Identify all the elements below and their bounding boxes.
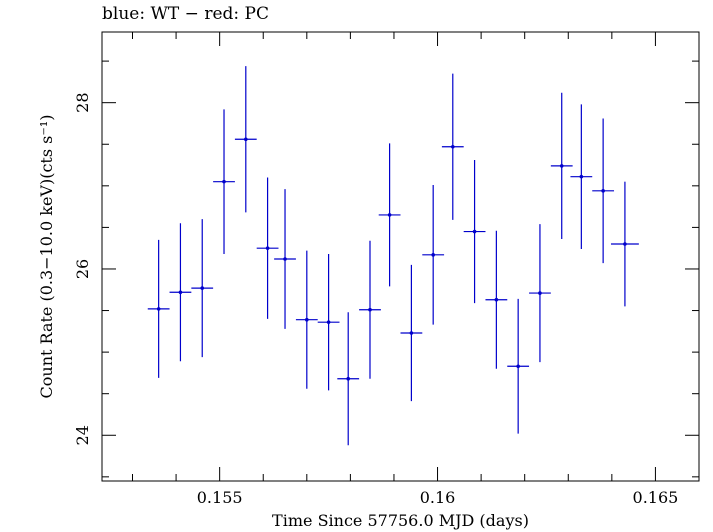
- point-marker: [472, 229, 477, 234]
- data-point: [485, 230, 508, 369]
- data-point: [550, 92, 573, 240]
- point-marker: [222, 179, 226, 184]
- data-point: [213, 109, 235, 255]
- point-marker: [387, 213, 392, 217]
- point-marker: [244, 137, 248, 142]
- point-marker: [559, 164, 564, 168]
- axis-ticks: [102, 32, 700, 481]
- point-marker: [450, 144, 455, 149]
- data-point: [274, 189, 296, 329]
- data-point: [191, 219, 214, 358]
- data-points: [147, 66, 639, 446]
- data-point: [147, 239, 170, 378]
- x-tick-label: 0.165: [633, 488, 679, 507]
- data-point: [400, 264, 423, 402]
- point-marker: [601, 189, 605, 193]
- data-point: [441, 73, 464, 220]
- data-point: [422, 184, 445, 325]
- x-tick-label: 0.16: [420, 488, 456, 507]
- y-tick-label: 26: [73, 259, 92, 279]
- data-point: [529, 224, 551, 363]
- plot-frame: [101, 31, 700, 482]
- data-point: [507, 298, 530, 434]
- point-marker: [623, 242, 627, 246]
- chart-title: blue: WT − red: PC: [102, 4, 269, 24]
- point-marker: [305, 317, 309, 322]
- data-point: [592, 118, 615, 264]
- point-marker: [326, 320, 331, 324]
- point-marker: [516, 364, 520, 369]
- point-marker: [579, 174, 584, 179]
- data-point: [337, 312, 360, 446]
- x-tick-label: 0.155: [197, 488, 243, 507]
- y-axis-label: Count Rate (0.3−10.0 keV)(cts s⁻¹): [37, 115, 56, 399]
- y-tick-label: 24: [73, 425, 92, 445]
- point-marker: [283, 257, 287, 261]
- point-marker: [494, 297, 499, 302]
- data-point: [317, 254, 340, 391]
- axis-tick-labels: 0.155 0.16 0.165 24 26 28: [73, 92, 678, 507]
- point-marker: [409, 331, 414, 335]
- data-point: [256, 177, 279, 319]
- data-point: [234, 66, 257, 213]
- data-point: [359, 240, 381, 379]
- point-marker: [156, 307, 161, 311]
- data-point: [463, 160, 486, 304]
- x-axis-label: Time Since 57756.0 MJD (days): [272, 511, 529, 530]
- point-marker: [346, 376, 351, 381]
- data-point: [169, 223, 192, 362]
- point-marker: [178, 290, 183, 295]
- point-marker: [538, 291, 542, 295]
- data-point: [570, 104, 593, 250]
- point-marker: [200, 286, 205, 290]
- point-marker: [368, 307, 372, 312]
- data-point: [295, 250, 318, 389]
- point-marker: [431, 253, 435, 257]
- data-point: [378, 143, 401, 287]
- data-point: [610, 181, 639, 307]
- point-marker: [265, 246, 270, 250]
- y-tick-label: 28: [73, 92, 92, 112]
